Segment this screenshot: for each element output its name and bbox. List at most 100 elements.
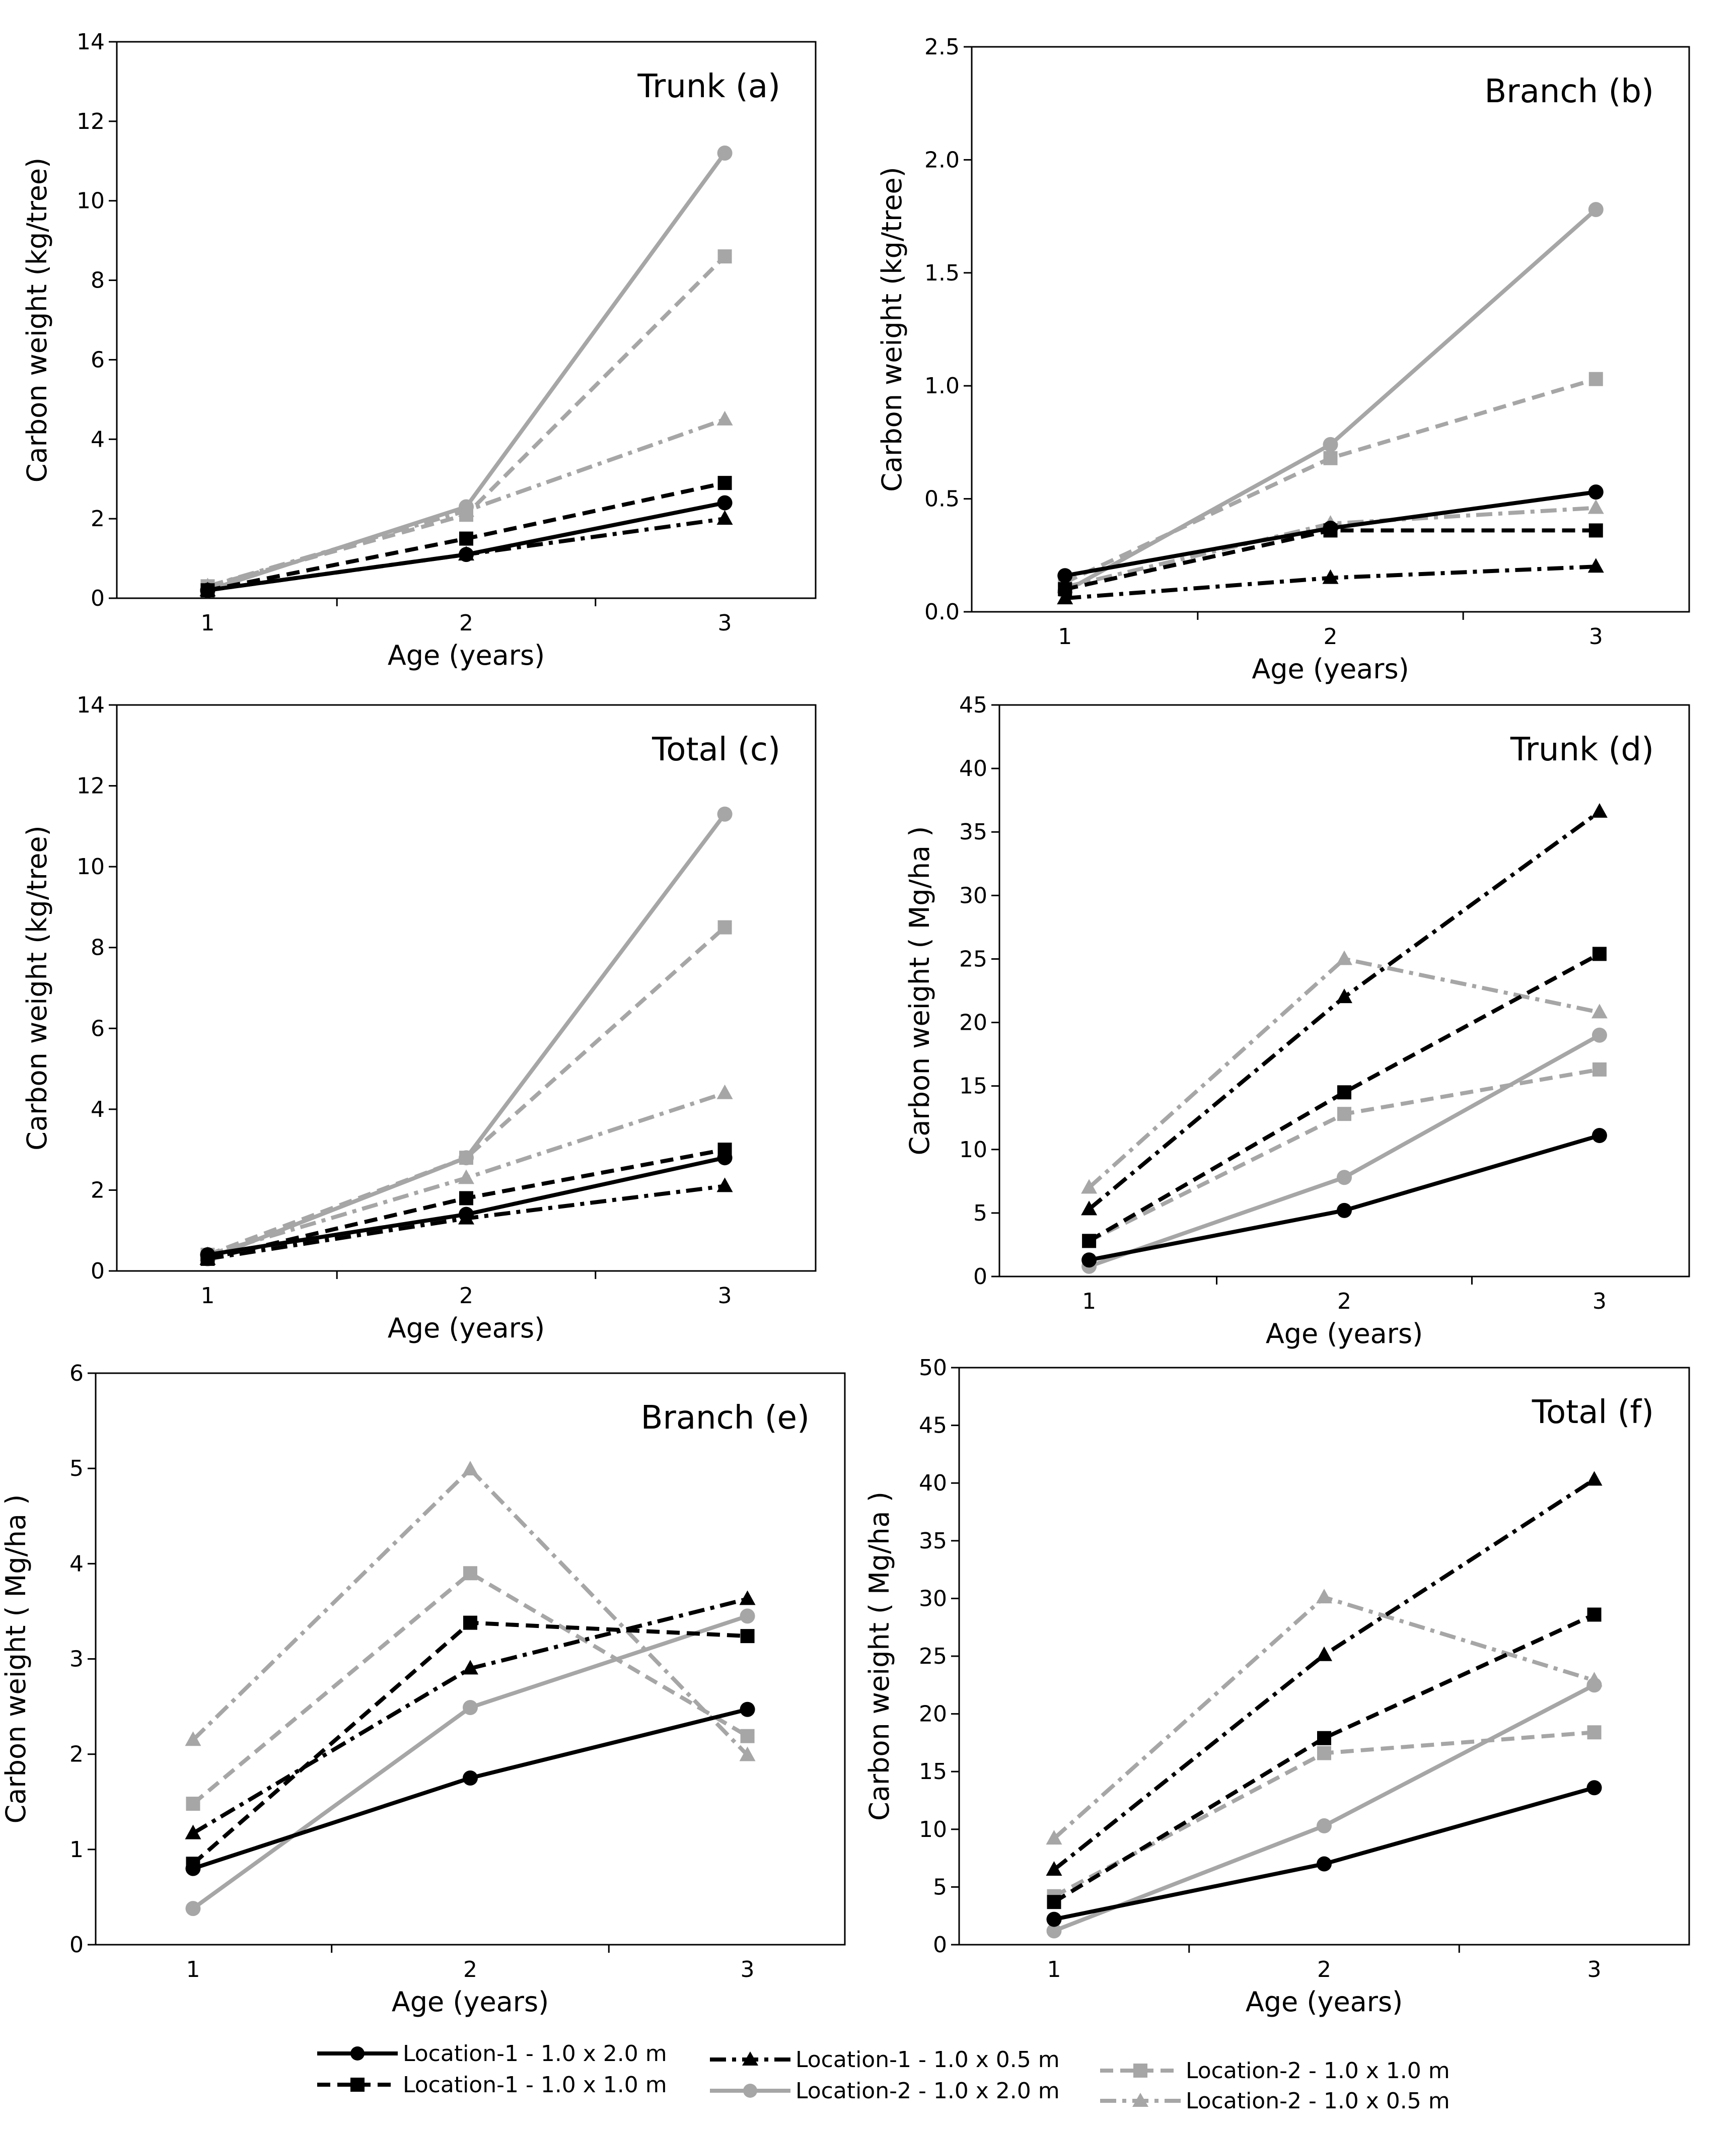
series-line — [192, 1597, 748, 1835]
legend-marker — [1133, 2064, 1147, 2078]
y-tick-label: 10 — [959, 1137, 987, 1163]
data-point — [1323, 437, 1338, 452]
series-line — [1088, 810, 1601, 1211]
y-tick-label: 0 — [973, 1264, 987, 1290]
y-tick-label: 25 — [919, 1644, 947, 1669]
data-point — [185, 1861, 201, 1876]
legend-label: Location-2 - 1.0 x 0.5 m — [1186, 2088, 1450, 2114]
data-point — [1317, 1731, 1331, 1745]
chart-title: Branch (e) — [641, 1399, 810, 1437]
series-4 — [1046, 1677, 1602, 1939]
data-point — [1337, 1170, 1352, 1185]
data-point — [1322, 569, 1339, 584]
chart-panel: 0 5 10 15 20 25 30 35 40 45 50 1 2 3 Age (years) Carbon… — [863, 1355, 1690, 2018]
y-tick-label: 4 — [69, 1551, 84, 1577]
y-tick-label: 50 — [919, 1355, 947, 1381]
series-2 — [1047, 1607, 1602, 1909]
legend-marker — [350, 2046, 365, 2061]
series-line — [191, 1571, 749, 1806]
data-point — [459, 531, 473, 546]
legend-entry: Location-1 - 1.0 x 1.0 m — [317, 2072, 667, 2098]
y-tick-label: 14 — [77, 29, 105, 55]
series-line — [1088, 952, 1601, 1243]
y-tick-label: 45 — [959, 692, 987, 718]
data-point — [716, 510, 733, 525]
legend-marker — [742, 2051, 758, 2066]
data-point — [1587, 558, 1604, 573]
data-point — [717, 920, 732, 935]
data-point — [716, 1084, 733, 1099]
data-point — [1323, 451, 1338, 465]
data-point — [1058, 582, 1072, 597]
series-1 — [200, 495, 733, 598]
y-tick-label: 1.0 — [924, 373, 960, 399]
data-point — [462, 1461, 478, 1476]
y-tick-label: 8 — [91, 268, 105, 294]
x-tick-label: 3 — [741, 1957, 755, 1982]
y-tick-label: 45 — [919, 1413, 947, 1439]
data-point — [458, 1169, 474, 1184]
data-point — [1337, 1085, 1351, 1100]
y-tick-label: 6 — [91, 347, 105, 373]
y-tick-label: 14 — [77, 692, 105, 718]
y-tick-label: 20 — [959, 1010, 987, 1036]
data-point — [1587, 1607, 1602, 1622]
x-tick-label: 2 — [463, 1957, 477, 1982]
data-point — [1057, 590, 1073, 605]
y-tick-label: 1.5 — [924, 260, 960, 286]
chart-panel: 0 1 2 3 4 5 6 1 2 3 Age (years) Carbon weight ( Mg/… — [0, 1361, 846, 2018]
chart-title: Trunk (d) — [1510, 731, 1654, 768]
series-4 — [200, 146, 733, 598]
y-tick-label: 0 — [91, 586, 105, 611]
x-tick-label: 3 — [1593, 1289, 1607, 1314]
y-tick-label: 4 — [91, 1097, 105, 1122]
series-line — [1064, 377, 1597, 585]
y-tick-label: 2 — [69, 1742, 84, 1767]
data-point — [1586, 1677, 1602, 1693]
chart-title: Total (c) — [652, 731, 780, 768]
legend-label: Location-1 - 1.0 x 2.0 m — [403, 2041, 667, 2067]
series-4 — [185, 1608, 755, 1917]
x-tick-label: 1 — [200, 610, 214, 636]
y-tick-label: 30 — [919, 1586, 947, 1611]
data-point — [459, 1207, 474, 1222]
data-point — [716, 1177, 733, 1192]
x-axis-label: Age (years) — [1266, 1318, 1423, 1350]
chart-panel: 0.0 0.5 1.0 1.5 2.0 2.5 1 2 3 Age (years) Carbon w… — [876, 34, 1690, 685]
x-tick-label: 1 — [200, 1283, 214, 1309]
x-tick-label: 2 — [1317, 1957, 1331, 1982]
data-point — [463, 1770, 478, 1786]
y-axis-label: Carbon weight ( Mg/ha ) — [0, 1495, 32, 1824]
data-point — [459, 499, 474, 515]
data-point — [1591, 1004, 1608, 1019]
x-axis-label: Age (years) — [392, 1986, 549, 2018]
plot-frame — [116, 704, 817, 1272]
plot-frame — [95, 1372, 846, 1946]
series-3 — [1081, 803, 1608, 1216]
legend-marker — [350, 2078, 365, 2092]
y-tick-label: 5 — [69, 1456, 84, 1481]
chart-title: Total (f) — [1532, 1394, 1654, 1431]
data-point — [1587, 499, 1604, 514]
y-tick-label: 25 — [959, 946, 987, 972]
x-axis-label: Age (years) — [1246, 1986, 1403, 2018]
series-5 — [186, 1566, 755, 1811]
data-point — [1081, 1200, 1098, 1216]
data-point — [1081, 1252, 1097, 1268]
y-tick-label: 2.0 — [924, 147, 960, 173]
series-1 — [200, 1150, 733, 1262]
y-axis-label: Carbon weight (kg/tree) — [21, 825, 53, 1150]
series-3 — [185, 1590, 756, 1839]
y-tick-label: 6 — [91, 1016, 105, 1041]
plot-frame — [116, 41, 817, 599]
series-5 — [1058, 372, 1603, 590]
data-point — [1081, 1179, 1098, 1194]
y-tick-label: 12 — [77, 773, 105, 799]
data-point — [463, 1699, 478, 1715]
y-tick-label: 5 — [933, 1874, 947, 1900]
series-line — [207, 926, 727, 1257]
legend-entry: Location-2 - 1.0 x 2.0 m — [710, 2078, 1060, 2104]
data-point — [463, 1615, 477, 1630]
y-tick-label: 0.5 — [924, 486, 960, 512]
